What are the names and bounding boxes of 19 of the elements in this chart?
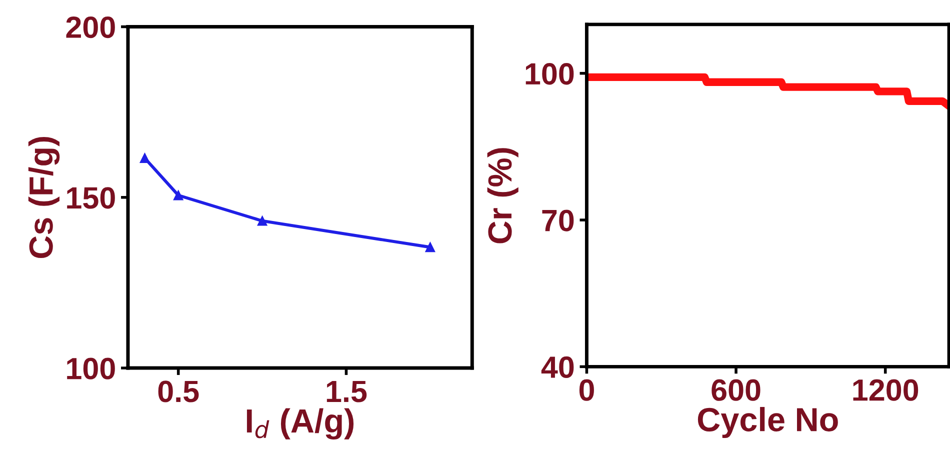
y-tick-label: 70 (542, 210, 574, 232)
point (425, 242, 436, 252)
x-axis-title: I$_{d}$ (A/g) (246, 408, 354, 440)
y-axis-title: Cr (%) (487, 148, 518, 244)
point (140, 153, 150, 163)
x-tick-label: 600 (712, 379, 760, 401)
point (257, 216, 268, 226)
x-axis-title: Cycle No (698, 406, 838, 438)
x-tick-label: 1.5 (326, 380, 367, 402)
y-axis-title: Cs (F/g) (28, 137, 60, 258)
y-tick-label: 150 (67, 187, 115, 209)
x-tick-label: 1200 (853, 379, 918, 401)
x-tick-label: 0.5 (158, 380, 199, 402)
y-tick-label: 100 (67, 358, 115, 380)
y-tick-label: 200 (66, 16, 115, 38)
point (173, 190, 184, 200)
y-tick-label: 100 (526, 63, 574, 85)
x-tick-label: 0 (579, 379, 594, 401)
y-tick-label: 40 (541, 356, 574, 378)
